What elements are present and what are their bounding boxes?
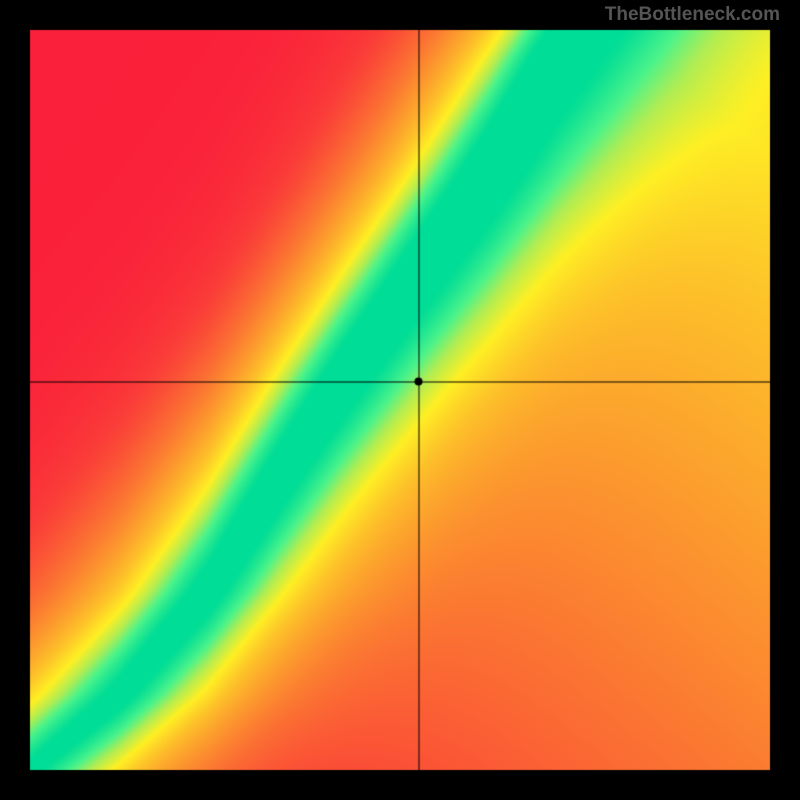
heatmap-canvas bbox=[0, 0, 800, 800]
watermark-text: TheBottleneck.com bbox=[605, 4, 780, 26]
chart-container: TheBottleneck.com bbox=[0, 0, 800, 800]
